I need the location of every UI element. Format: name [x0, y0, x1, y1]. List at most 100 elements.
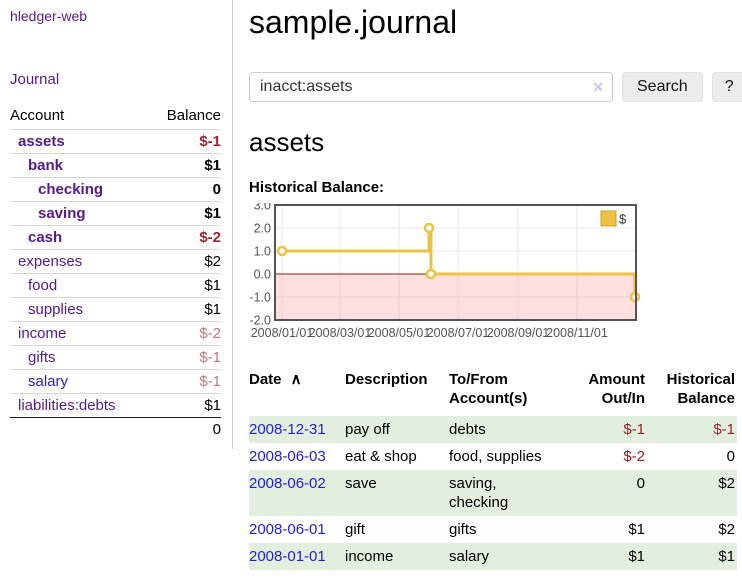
- sidebar-item-journal[interactable]: Journal: [10, 71, 60, 88]
- account-row: assets $-1: [10, 129, 221, 154]
- balance-cell: $-1: [713, 421, 735, 438]
- app-title-link[interactable]: hledger-web: [10, 8, 88, 24]
- register-column-header[interactable]: Date ∧: [249, 371, 302, 388]
- account-link[interactable]: checking: [38, 181, 104, 198]
- svg-text:0.0: 0.0: [254, 268, 271, 282]
- page-title: sample.journal: [249, 4, 458, 40]
- account-balance-table: Account Balance assets $-1 bank $1 checking 0…: [10, 105, 221, 441]
- account-balance: $1: [204, 277, 221, 294]
- account-link[interactable]: income: [18, 325, 67, 342]
- amount-cell: $-1: [623, 421, 645, 438]
- svg-text:-2.0: -2.0: [249, 314, 271, 328]
- date-link[interactable]: 2008-01-01: [249, 548, 326, 565]
- account-row: bank $1: [10, 153, 221, 178]
- account-balance: $-1: [199, 349, 221, 366]
- description-cell: eat & shop: [345, 448, 417, 465]
- account-balance: $-1: [199, 373, 221, 390]
- account-row: salary $-1: [10, 369, 221, 394]
- account-table-header-row: Account Balance: [10, 105, 221, 130]
- description-cell: pay off: [345, 421, 390, 438]
- account-link[interactable]: assets: [18, 133, 65, 150]
- amount-cell: $-2: [623, 448, 645, 465]
- clear-search-icon[interactable]: ✕: [592, 79, 604, 95]
- date-link[interactable]: 2008-06-01: [249, 521, 326, 538]
- account-row: expenses $2: [10, 249, 221, 274]
- help-button[interactable]: ?: [711, 72, 742, 102]
- account-balance: 0: [212, 181, 221, 198]
- svg-text:2.0: 2.0: [254, 222, 271, 236]
- register-table: Date ∧ Description To/From Account(s) Amoun…: [249, 368, 737, 570]
- register-row: 2008-06-02 save saving, checking 0 $2: [249, 470, 737, 516]
- accounts-cell: salary: [449, 548, 490, 565]
- account-link[interactable]: supplies: [28, 301, 84, 318]
- register-header-row: Date ∧ Description To/From Account(s) Amoun…: [249, 368, 737, 416]
- svg-text:2008/05/01: 2008/05/01: [368, 326, 431, 340]
- amount-cell: $1: [628, 548, 645, 565]
- total-row: 0: [10, 417, 221, 442]
- sort-asc-icon: ∧: [286, 371, 302, 388]
- svg-text:2008/11/01: 2008/11/01: [546, 326, 608, 340]
- account-link[interactable]: saving: [38, 205, 86, 222]
- svg-text:2008/07/01: 2008/07/01: [427, 326, 490, 340]
- register-row: 2008-06-01 gift gifts $1 $2: [249, 516, 737, 543]
- balance-cell: $1: [718, 548, 735, 565]
- register-row: 2008-06-03 eat & shop food, supplies $-2 0: [249, 443, 737, 470]
- date-link[interactable]: 2008-06-03: [249, 448, 326, 465]
- description-cell: income: [345, 548, 394, 565]
- svg-text:3.0: 3.0: [254, 203, 271, 213]
- account-balance: $1: [204, 157, 221, 174]
- register-column-header: Description: [345, 371, 428, 388]
- description-cell: save: [345, 475, 377, 492]
- amount-cell: 0: [636, 475, 645, 492]
- account-row: liabilities:debts $1: [10, 393, 221, 418]
- svg-text:2008/01/01: 2008/01/01: [251, 326, 314, 340]
- accounts-cell: saving, checking: [449, 475, 509, 511]
- date-link[interactable]: 2008-06-02: [249, 475, 326, 492]
- register-column-header: Historical Balance: [666, 371, 735, 407]
- account-row: supplies $1: [10, 297, 221, 322]
- account-link[interactable]: gifts: [28, 349, 56, 366]
- account-balance: $1: [204, 397, 221, 414]
- account-balance: $2: [204, 253, 221, 270]
- date-link[interactable]: 2008-12-31: [249, 421, 326, 438]
- accounts-cell: gifts: [449, 521, 477, 538]
- svg-text:1.0: 1.0: [254, 245, 271, 259]
- svg-text:-1.0: -1.0: [249, 291, 271, 305]
- app: hledger-web Journal Account Balance asse…: [0, 0, 742, 570]
- account-link[interactable]: expenses: [18, 253, 83, 270]
- account-link[interactable]: bank: [28, 157, 64, 174]
- account-balance: $1: [204, 301, 221, 318]
- search-input[interactable]: [249, 72, 613, 102]
- account-row: saving $1: [10, 201, 221, 226]
- account-row: checking 0: [10, 177, 221, 202]
- sidebar: hledger-web Journal Account Balance asse…: [0, 0, 233, 449]
- account-row: cash $-2: [10, 225, 221, 250]
- account-row: gifts $-1: [10, 345, 221, 370]
- amount-cell: $1: [628, 521, 645, 538]
- account-link[interactable]: liabilities:debts: [18, 397, 116, 414]
- balance-cell: 0: [726, 448, 735, 465]
- account-row: income $-2: [10, 321, 221, 346]
- register-row: 2008-01-01 income salary $1 $1: [249, 543, 737, 570]
- svg-text:2008/03/01: 2008/03/01: [309, 326, 372, 340]
- account-link[interactable]: food: [28, 277, 58, 294]
- svg-text:$: $: [619, 212, 627, 227]
- register-row: 2008-12-31 pay off debts $-1 $-1: [249, 416, 737, 443]
- account-link[interactable]: cash: [28, 229, 63, 246]
- total-balance: 0: [212, 421, 221, 438]
- account-heading: assets: [249, 127, 325, 157]
- account-balance: $-2: [199, 325, 221, 342]
- balance-cell: $2: [718, 521, 735, 538]
- account-row: food $1: [10, 273, 221, 298]
- account-balance: $-1: [199, 133, 221, 150]
- description-cell: gift: [345, 521, 366, 538]
- account-column-header: Account: [10, 107, 65, 124]
- search-button[interactable]: Search: [622, 72, 703, 102]
- account-link[interactable]: salary: [28, 373, 69, 390]
- search-input-wrap: ✕: [249, 72, 613, 102]
- register-column-header: To/From Account(s): [449, 371, 528, 407]
- accounts-cell: food, supplies: [449, 448, 542, 465]
- accounts-cell: debts: [449, 421, 486, 438]
- account-balance: $1: [204, 205, 221, 222]
- balance-column-header: Balance: [166, 107, 221, 124]
